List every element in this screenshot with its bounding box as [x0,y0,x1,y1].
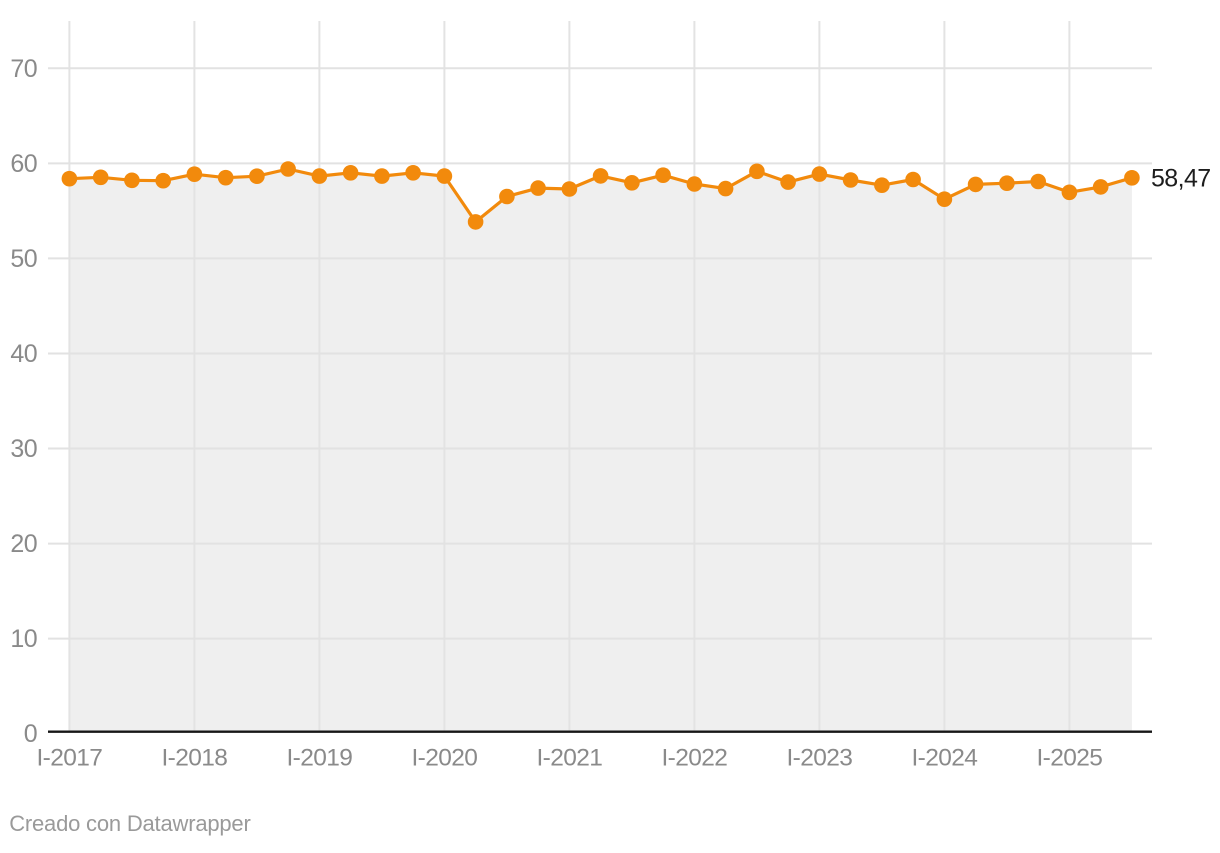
svg-text:I-2024: I-2024 [911,745,977,772]
svg-text:70: 70 [10,55,37,83]
svg-text:10: 10 [10,625,37,653]
svg-text:0: 0 [24,720,37,748]
svg-text:30: 30 [10,435,37,463]
svg-text:Creado con Datawrapper: Creado con Datawrapper [9,811,250,836]
svg-text:I-2018: I-2018 [161,745,227,772]
svg-text:I-2017: I-2017 [36,745,102,772]
svg-text:I-2022: I-2022 [661,745,727,772]
svg-text:I-2025: I-2025 [1036,745,1102,772]
svg-text:60: 60 [10,150,37,178]
svg-text:20: 20 [10,530,37,558]
svg-text:I-2020: I-2020 [411,745,477,772]
svg-text:I-2023: I-2023 [786,745,852,772]
svg-text:40: 40 [10,340,37,368]
svg-text:50: 50 [10,245,37,273]
svg-text:I-2019: I-2019 [286,745,352,772]
svg-text:I-2021: I-2021 [536,745,602,772]
svg-text:58,47: 58,47 [1151,165,1211,193]
